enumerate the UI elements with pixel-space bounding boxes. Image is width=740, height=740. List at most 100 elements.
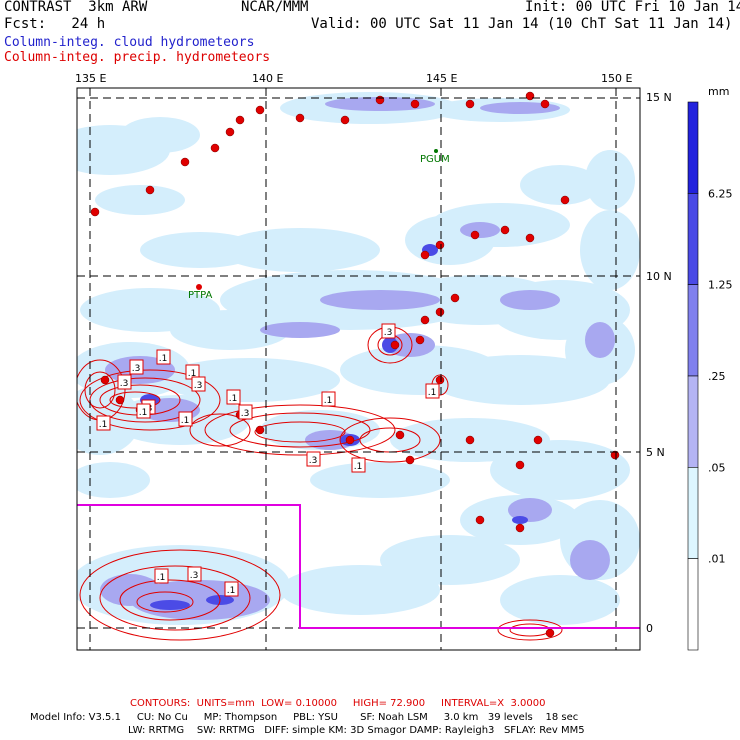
precip-cell [420, 315, 430, 325]
cloud-patch [120, 117, 200, 153]
station-ptpa-dot [196, 284, 202, 290]
cloud-patch [100, 574, 160, 606]
init-time: Init: 00 UTC Fri 10 Jan 14 [525, 0, 740, 15]
model-info-line2: LW: RRTMG SW: RRTMG DIFF: simple KM: 3D … [128, 725, 585, 736]
contour-label-text: .1 [139, 408, 148, 418]
station-pgum-dot [434, 149, 438, 153]
precip-cell [255, 425, 265, 435]
contour-label: .3 [238, 404, 253, 420]
lat-lon-grid [77, 88, 640, 650]
contour-label: .1 [425, 383, 440, 399]
precip-cell [100, 375, 110, 385]
contour-label: .1 [156, 349, 171, 365]
precip-cell [145, 185, 155, 195]
precip-contour [109, 391, 161, 409]
lat-label-10n: 10 N [646, 270, 672, 283]
colorbar-segment [687, 375, 699, 468]
precip-cell [465, 99, 475, 109]
precip-cell [465, 435, 475, 445]
forecast-hour: Fcst: 24 h [4, 16, 106, 32]
precip-cell [450, 293, 460, 303]
contour-label: .1 [178, 411, 193, 427]
contour-label: .3 [117, 374, 132, 390]
colorbar-segment [687, 558, 699, 651]
colorbar-label: .25 [708, 370, 726, 383]
precip-cell [533, 435, 543, 445]
precip-contour [84, 371, 116, 409]
precip-cell [475, 515, 485, 525]
precip-contour [79, 369, 221, 431]
precip-contour [497, 619, 563, 641]
precip-cell [415, 335, 425, 345]
contour-label: .1 [226, 389, 241, 405]
precip-cell [210, 143, 220, 153]
contour-label-text: .1 [159, 354, 168, 364]
precip-cell [435, 240, 445, 250]
precip-cell [375, 95, 385, 105]
precip-cell [525, 91, 535, 101]
precip-cell [410, 99, 420, 109]
precip-cell [470, 230, 480, 240]
cloud-patch [585, 150, 635, 210]
lat-label-0: 0 [646, 622, 653, 635]
precip-cell [560, 195, 570, 205]
contour-label-text: .1 [227, 586, 236, 596]
precip-cell [225, 127, 235, 137]
lon-label-150: 150 E [601, 72, 633, 85]
cloud-patch [320, 290, 440, 310]
lon-label-135: 135 E [75, 72, 107, 85]
contour-label-text: .1 [157, 573, 166, 583]
precip-contours [77, 91, 620, 641]
contour-label-text: .3 [190, 571, 199, 581]
precip-cell [390, 340, 400, 350]
colorbar-segment [687, 467, 699, 559]
precip-contour [229, 412, 371, 448]
contour-label-text: .3 [309, 456, 318, 466]
precip-cell [525, 233, 535, 243]
colorbar: mm 6.25 1.25 .25 .05 .01 [687, 85, 733, 651]
station-ptpa-label: PTPA [188, 290, 213, 301]
precip-contour [136, 591, 194, 613]
cloud-patch [580, 210, 640, 290]
contour-label-text: .1 [324, 396, 333, 406]
precip-contour [339, 417, 441, 463]
contour-label-text: .1 [99, 420, 108, 430]
cloud-patch [430, 355, 610, 405]
cloud-patch [170, 310, 290, 350]
cloud-patch [140, 232, 260, 268]
precip-cell [435, 307, 445, 317]
cloud-patch [280, 565, 440, 615]
precip-cell [435, 375, 445, 385]
lon-label-145: 145 E [426, 72, 458, 85]
contour-info: CONTOURS: UNITS=mm LOW= 0.10000 HIGH= 72… [130, 698, 546, 709]
precip-contour [204, 404, 396, 456]
precip-cell [235, 115, 245, 125]
precip-cell [345, 435, 355, 445]
precip-cell [340, 115, 350, 125]
precip-cell [500, 225, 510, 235]
contour-label-text: .1 [428, 388, 437, 398]
cloud-patch [480, 102, 560, 114]
colorbar-label: 6.25 [708, 187, 733, 200]
cloud-patch [585, 322, 615, 358]
precip-cell [515, 460, 525, 470]
cloud-patch [77, 462, 150, 498]
contour-label: .3 [129, 359, 144, 375]
precip-cell [180, 157, 190, 167]
contour-label: .1 [351, 457, 366, 473]
precip-cell [545, 628, 555, 638]
colorbar-segment [687, 193, 699, 285]
contour-label-text: .1 [354, 462, 363, 472]
contour-label: .1 [224, 581, 239, 597]
contour-label: .3 [306, 451, 321, 467]
cloud-patch [500, 575, 620, 625]
contour-label-text: .1 [229, 394, 238, 404]
cloud-patch [570, 540, 610, 580]
station-ptpa: PTPA [188, 284, 213, 301]
contour-label-text: .1 [181, 416, 190, 426]
contour-label-text: .3 [120, 379, 129, 389]
precip-contour [189, 413, 251, 447]
model-info-line1: Model Info: V3.5.1 CU: No Cu MP: Thompso… [30, 712, 579, 723]
center-label: NCAR/MMM [241, 0, 309, 15]
